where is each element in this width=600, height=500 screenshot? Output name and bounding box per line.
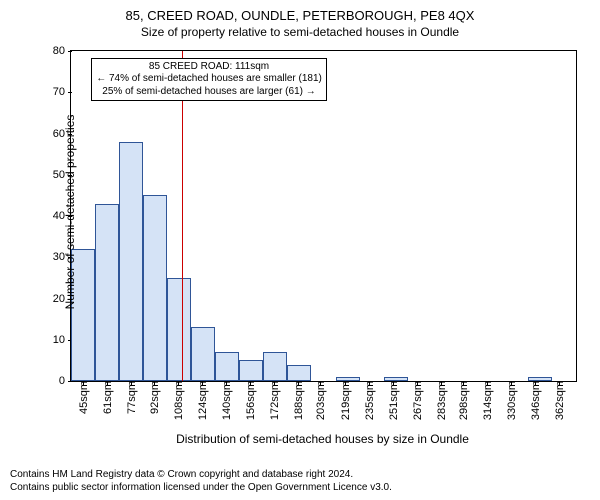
x-tick: 219sqm <box>338 381 352 420</box>
chart-title-1: 85, CREED ROAD, OUNDLE, PETERBOROUGH, PE… <box>0 8 600 23</box>
x-tick: 156sqm <box>243 381 257 420</box>
histogram-bar <box>167 278 191 381</box>
histogram-bar <box>95 204 119 381</box>
footer-line-1: Contains HM Land Registry data © Crown c… <box>10 469 392 482</box>
y-tick: 80 <box>53 45 71 57</box>
histogram-bar <box>239 360 263 381</box>
annot-line-2: ← 74% of semi-detached houses are smalle… <box>96 73 322 86</box>
histogram-bar <box>119 142 143 381</box>
histogram-bar <box>215 352 239 381</box>
x-tick: 203sqm <box>313 381 327 420</box>
annot-line-3: 25% of semi-detached houses are larger (… <box>96 86 322 99</box>
x-tick: 188sqm <box>291 381 305 420</box>
x-tick: 172sqm <box>267 381 281 420</box>
footer-line-2: Contains public sector information licen… <box>10 482 392 495</box>
x-tick: 108sqm <box>171 381 185 420</box>
x-tick: 45sqm <box>76 381 90 414</box>
x-tick: 346sqm <box>528 381 542 420</box>
y-axis-label: Number of semi-detached properties <box>63 82 77 342</box>
histogram-plot: 0102030405060708045sqm61sqm77sqm92sqm108… <box>70 50 577 382</box>
y-tick: 0 <box>59 375 71 387</box>
x-tick: 251sqm <box>386 381 400 420</box>
x-tick: 298sqm <box>456 381 470 420</box>
attribution-footer: Contains HM Land Registry data © Crown c… <box>10 469 392 494</box>
histogram-bar <box>143 195 167 381</box>
x-tick: 330sqm <box>504 381 518 420</box>
x-tick: 140sqm <box>219 381 233 420</box>
x-tick: 235sqm <box>362 381 376 420</box>
annotation-box: 85 CREED ROAD: 111sqm← 74% of semi-detac… <box>91 58 327 102</box>
histogram-bar <box>191 327 215 381</box>
x-tick: 362sqm <box>552 381 566 420</box>
histogram-bar <box>287 365 311 382</box>
x-tick: 314sqm <box>480 381 494 420</box>
x-tick: 92sqm <box>147 381 161 414</box>
annot-line-1: 85 CREED ROAD: 111sqm <box>96 61 322 74</box>
x-tick: 124sqm <box>195 381 209 420</box>
x-tick: 283sqm <box>434 381 448 420</box>
x-axis-label: Distribution of semi-detached houses by … <box>70 432 575 446</box>
x-tick: 61sqm <box>100 381 114 414</box>
x-tick: 267sqm <box>410 381 424 420</box>
chart-title-2: Size of property relative to semi-detach… <box>0 25 600 39</box>
x-tick: 77sqm <box>124 381 138 414</box>
histogram-bar <box>263 352 287 381</box>
